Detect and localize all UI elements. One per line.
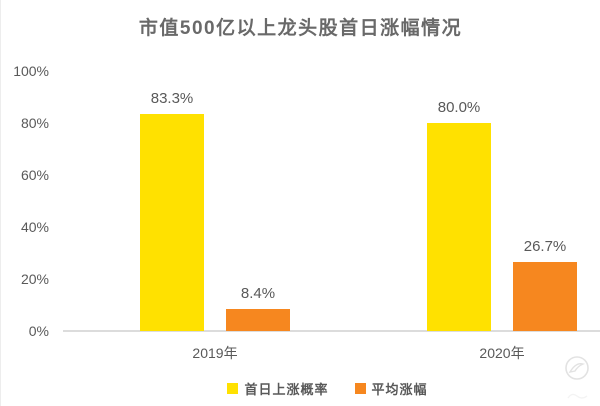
circular-logo-watermark-icon [565,356,589,399]
bar-value-label: 8.4% [240,285,276,302]
bar-首日上涨概率-2019年 [140,114,204,331]
y-tick-label: 60% [20,167,49,183]
y-tick-label: 0% [28,323,49,339]
x-category-label: 2019年 [192,345,238,361]
x-axis-line [63,330,600,332]
legend-label: 平均涨幅 [371,382,428,397]
bar-value-label: 26.7% [523,238,567,255]
bar-平均涨幅-2019年 [226,309,290,331]
legend-item-平均涨幅: 平均涨幅 [354,379,428,398]
legend-swatch-icon [227,383,239,394]
legend-swatch-icon [354,383,366,394]
bar-value-label: 83.3% [150,90,194,107]
y-tick-label: 80% [20,115,49,131]
bar-平均涨幅-2020年 [513,262,577,331]
chart-title: 市值500亿以上龙头股首日涨幅情况 [138,18,463,39]
legend: 首日上涨概率 平均涨幅 [28,379,600,398]
y-tick-label: 20% [20,271,49,287]
x-category-label: 2020年 [479,345,525,361]
y-tick-label: 100% [13,63,49,79]
bar-首日上涨概率-2020年 [427,123,491,331]
legend-item-首日上涨概率: 首日上涨概率 [227,379,328,398]
legend-label: 首日上涨概率 [244,382,329,397]
y-tick-label: 40% [20,219,49,235]
bar-value-label: 80.0% [437,99,481,116]
